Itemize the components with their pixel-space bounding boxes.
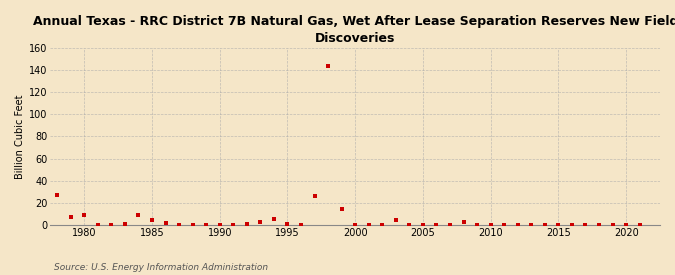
Point [242,222,252,226]
Point [106,222,117,227]
Point [377,222,387,227]
Point [458,220,469,224]
Point [580,222,591,227]
Point [201,222,212,227]
Point [350,222,360,227]
Point [173,222,184,227]
Point [52,193,63,197]
Point [228,222,239,227]
Point [65,215,76,220]
Point [133,213,144,218]
Point [255,220,266,224]
Point [553,222,564,227]
Point [593,222,604,227]
Point [418,222,429,227]
Point [119,221,130,226]
Point [282,222,293,226]
Point [187,222,198,227]
Point [431,222,442,227]
Point [336,206,347,211]
Point [323,64,333,69]
Point [499,222,510,227]
Point [539,222,550,227]
Title: Annual Texas - RRC District 7B Natural Gas, Wet After Lease Separation Reserves : Annual Texas - RRC District 7B Natural G… [32,15,675,45]
Point [309,194,320,199]
Point [485,222,496,227]
Point [160,221,171,225]
Point [566,222,577,227]
Text: Source: U.S. Energy Information Administration: Source: U.S. Energy Information Administ… [54,263,268,272]
Point [526,222,537,227]
Point [608,222,618,227]
Point [445,222,456,227]
Point [621,222,632,227]
Point [296,222,306,227]
Point [79,213,90,218]
Point [146,218,157,222]
Point [472,222,483,227]
Point [390,218,401,222]
Point [269,216,279,221]
Point [363,222,374,227]
Point [512,222,523,227]
Point [92,222,103,227]
Point [634,222,645,227]
Y-axis label: Billion Cubic Feet: Billion Cubic Feet [15,94,25,179]
Point [404,222,415,227]
Point [215,222,225,227]
